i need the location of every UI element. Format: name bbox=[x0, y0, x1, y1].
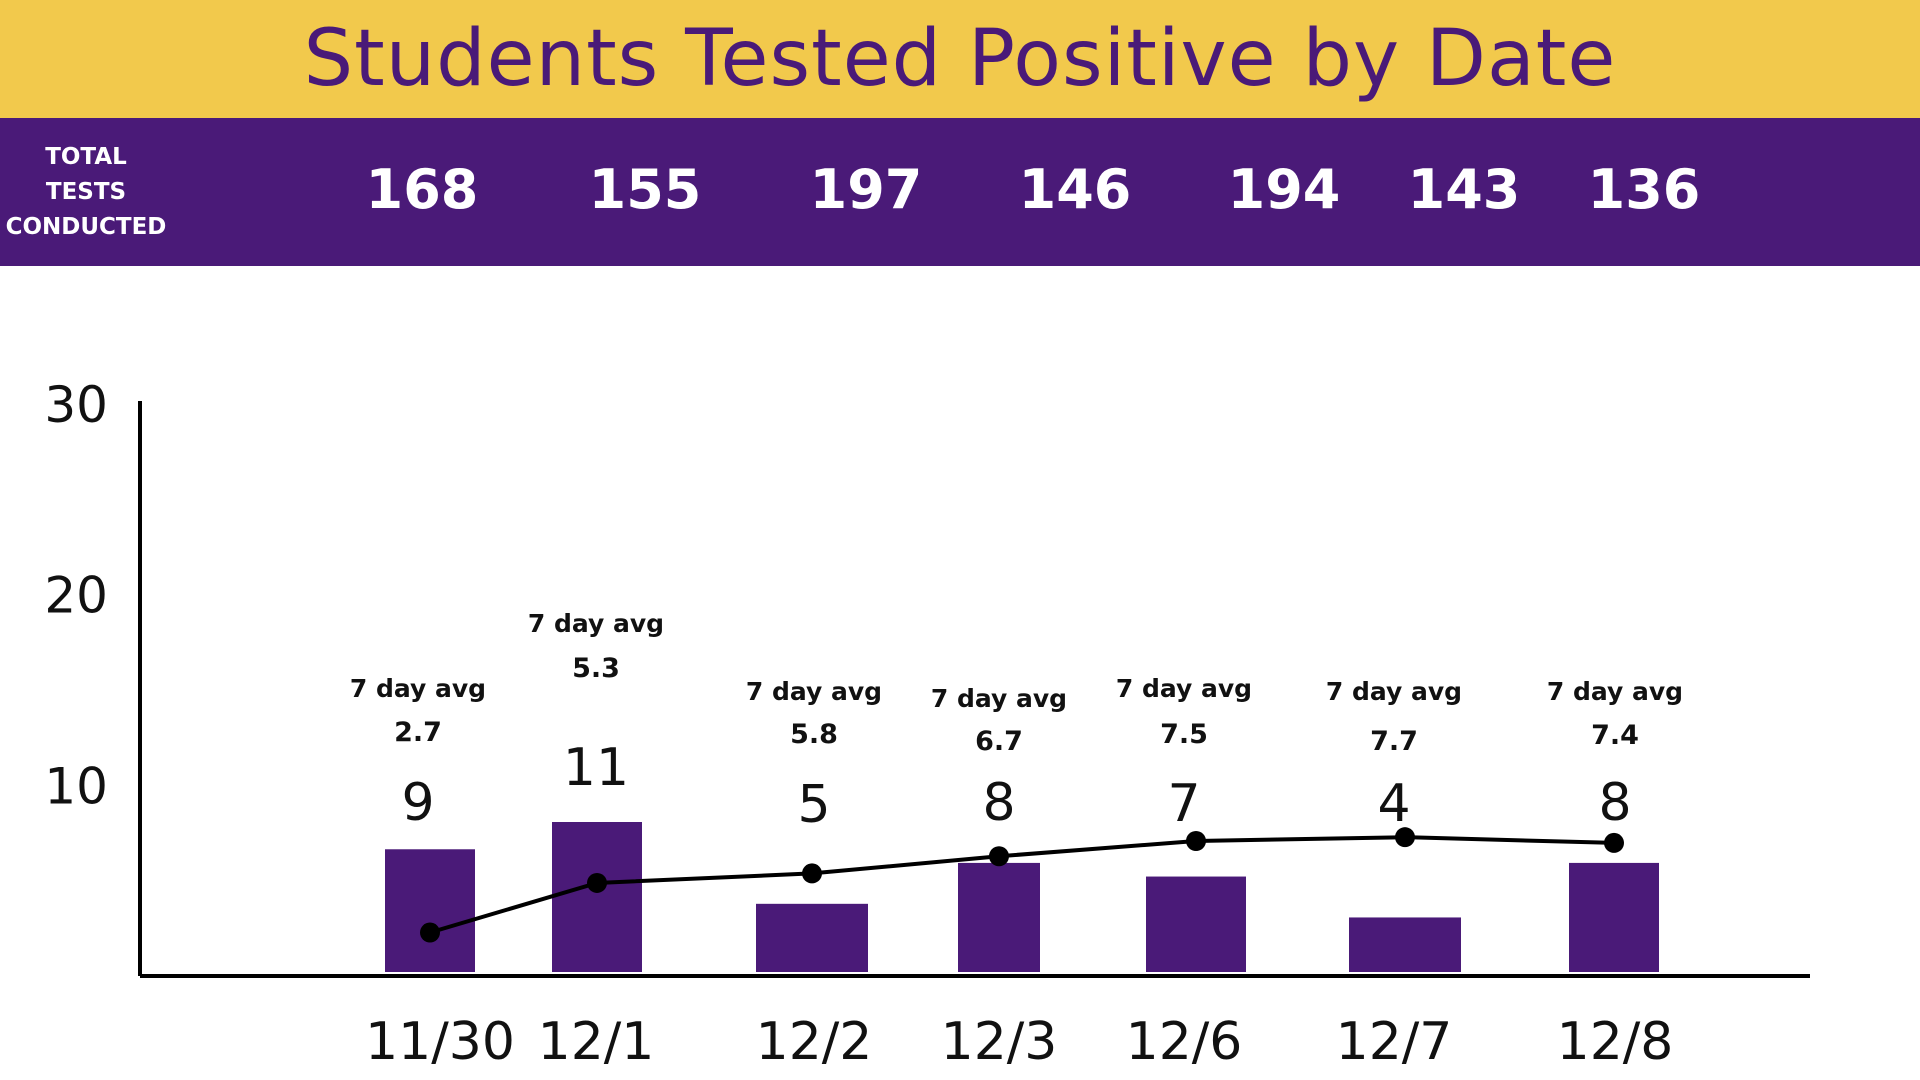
tests-conducted-label: TOTAL TESTS CONDUCTED bbox=[0, 140, 172, 245]
avg-value-label: 6.7 bbox=[975, 726, 1023, 757]
avg-value-label: 5.8 bbox=[790, 719, 838, 750]
avg-point-12-8 bbox=[1604, 832, 1624, 853]
tests-label-line: TOTAL bbox=[45, 144, 127, 170]
avg-value-label: 2.7 bbox=[394, 717, 442, 748]
tests-count-126: 194 bbox=[1227, 158, 1341, 221]
bar-12-3 bbox=[958, 862, 1040, 972]
y-tick-label: 10 bbox=[44, 757, 108, 815]
avg-point-12-6 bbox=[1186, 831, 1206, 851]
x-tick-label: 12/7 bbox=[1336, 1012, 1453, 1072]
bar-12-1 bbox=[552, 822, 642, 972]
avg-point-12-2 bbox=[802, 863, 822, 884]
tests-label-line: CONDUCTED bbox=[5, 214, 167, 240]
tests-label-line: TESTS bbox=[45, 179, 127, 205]
bar-value-label: 8 bbox=[982, 773, 1015, 833]
bar-12-7 bbox=[1349, 917, 1461, 972]
chart-title: Students Tested Positive by Date bbox=[303, 14, 1617, 104]
avg-caption: 7 day avg bbox=[1116, 674, 1252, 703]
avg-caption: 7 day avg bbox=[746, 677, 882, 706]
avg-value-label: 7.4 bbox=[1591, 720, 1639, 751]
avg-caption: 7 day avg bbox=[350, 674, 486, 703]
x-tick-label: 11/30 bbox=[365, 1012, 515, 1072]
tests-count-121: 155 bbox=[588, 158, 702, 221]
y-tick-label: 30 bbox=[44, 376, 108, 434]
tests-count-127: 143 bbox=[1407, 158, 1521, 221]
bar-value-label: 5 bbox=[797, 775, 830, 835]
avg-point-12-1 bbox=[587, 872, 607, 893]
bar-value-label: 8 bbox=[1598, 773, 1631, 833]
avg-point-12-7 bbox=[1395, 827, 1415, 848]
avg-caption: 7 day avg bbox=[931, 684, 1067, 713]
positives-chart: 10 20 30 7 day avg 2.7 9 7 day avg 5.3 11 7 day a… bbox=[44, 376, 1810, 1072]
x-tick-label: 12/6 bbox=[1126, 1012, 1243, 1072]
bar-value-label: 11 bbox=[563, 738, 629, 798]
avg-value-label: 7.7 bbox=[1370, 726, 1418, 757]
bar-11-30 bbox=[385, 849, 475, 972]
bar-12-2 bbox=[756, 903, 868, 972]
x-tick-label: 12/3 bbox=[941, 1012, 1058, 1072]
x-tick-label: 12/8 bbox=[1557, 1012, 1674, 1072]
avg-value-label: 5.3 bbox=[572, 653, 620, 684]
y-tick-label: 20 bbox=[44, 567, 108, 625]
avg-value-label: 7.5 bbox=[1160, 719, 1208, 750]
bar-value-label: 7 bbox=[1167, 774, 1200, 834]
tests-count-122: 197 bbox=[809, 158, 923, 221]
bar-value-label: 4 bbox=[1377, 774, 1410, 834]
x-tick-label: 12/1 bbox=[538, 1012, 655, 1072]
x-tick-label: 12/2 bbox=[756, 1012, 873, 1072]
avg-point-11-30 bbox=[420, 922, 440, 943]
tests-count-123: 146 bbox=[1018, 158, 1132, 221]
bar-12-8 bbox=[1569, 862, 1659, 972]
tests-conducted-banner: TOTAL TESTS CONDUCTED 168 155 197 146 19… bbox=[0, 118, 1920, 266]
bar-12-6 bbox=[1146, 876, 1246, 972]
tests-count-1130: 168 bbox=[365, 158, 479, 221]
bar-value-label: 9 bbox=[401, 773, 434, 833]
avg-caption: 7 day avg bbox=[528, 609, 664, 638]
avg-point-12-3 bbox=[989, 846, 1009, 867]
tests-count-128: 136 bbox=[1587, 158, 1701, 221]
avg-caption: 7 day avg bbox=[1547, 677, 1683, 706]
title-banner: Students Tested Positive by Date bbox=[0, 0, 1920, 118]
avg-caption: 7 day avg bbox=[1326, 677, 1462, 706]
